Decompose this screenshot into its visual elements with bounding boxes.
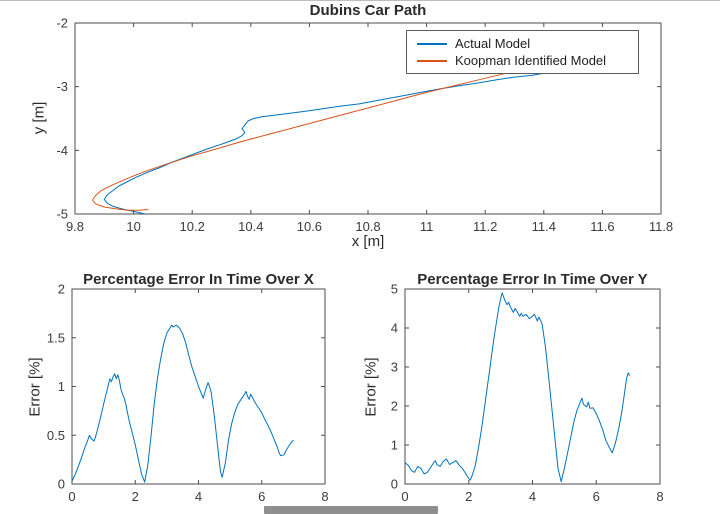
top-plot-xlabel: x [m] [351, 233, 385, 250]
series-line [92, 61, 556, 211]
x-tick-label: 9.8 [66, 219, 84, 234]
x-tick-label: 11.8 [649, 219, 673, 234]
x-tick-label: 4 [195, 489, 202, 504]
top-plot-title: Dubins Car Path [309, 2, 427, 19]
y-tick-label: -4 [56, 143, 68, 158]
legend-entry-actual-model: Actual Model [407, 35, 638, 52]
x-tick-label: 8 [321, 489, 328, 504]
y-tick-label: 0 [58, 477, 65, 492]
y-tick-label: 2 [391, 399, 398, 414]
y-tick-label: -5 [56, 207, 68, 222]
y-tick-label: 1.5 [47, 330, 65, 345]
x-tick-label: 6 [593, 489, 600, 504]
y-tick-label: -2 [56, 16, 68, 31]
x-tick-label: 2 [132, 489, 139, 504]
x-tick-label: 10.6 [297, 219, 322, 234]
x-tick-label: 0 [68, 489, 75, 504]
x-tick-label: 2 [465, 489, 472, 504]
y-tick-label: 0 [391, 477, 398, 492]
y-tick-label: 4 [391, 321, 398, 336]
top-plot-ylabel: y [m] [30, 101, 48, 135]
legend-entry-koopman-model: Koopman Identified Model [407, 52, 638, 69]
x-tick-label: 10 [126, 219, 140, 234]
x-tick-label: 8 [656, 489, 663, 504]
x-tick-label: 11.2 [473, 219, 497, 234]
x-tick-label: 4 [529, 489, 536, 504]
koopman-model-line-swatch [417, 59, 447, 62]
y-tick-label: 2 [58, 282, 65, 297]
legend[interactable]: Actual Model Koopman Identified Model [406, 30, 639, 74]
series-line [71, 324, 294, 483]
x-tick-label: 10.2 [180, 219, 205, 234]
x-tick-label: 10.8 [355, 219, 380, 234]
actual-model-line-swatch [417, 42, 447, 45]
error-x-plot-ylabel: Error [%] [26, 357, 44, 417]
series-line [103, 72, 559, 215]
x-tick-label: 11 [420, 219, 434, 234]
y-tick-label: 1 [391, 438, 398, 453]
y-tick-label: 3 [391, 360, 398, 375]
series-line [404, 292, 631, 483]
error-y-plot-ylabel: Error [%] [362, 357, 380, 417]
y-tick-label: 0.5 [47, 428, 65, 443]
error-y-plot-title: Percentage Error In Time Over Y [417, 271, 648, 288]
y-tick-label: -3 [56, 79, 68, 94]
x-tick-label: 10.4 [238, 219, 263, 234]
x-tick-label: 6 [258, 489, 265, 504]
horizontal-scrollbar-thumb[interactable] [264, 506, 438, 514]
x-tick-label: 11.6 [590, 219, 614, 234]
error-x-plot-title: Percentage Error In Time Over X [83, 271, 314, 288]
legend-label-actual-model: Actual Model [455, 36, 531, 51]
x-tick-label: 0 [401, 489, 408, 504]
y-tick-label: 1 [58, 379, 65, 394]
y-tick-label: 5 [391, 282, 398, 297]
x-tick-label: 11.4 [532, 219, 556, 234]
plot-area [404, 288, 661, 485]
legend-label-koopman-model: Koopman Identified Model [455, 53, 607, 68]
